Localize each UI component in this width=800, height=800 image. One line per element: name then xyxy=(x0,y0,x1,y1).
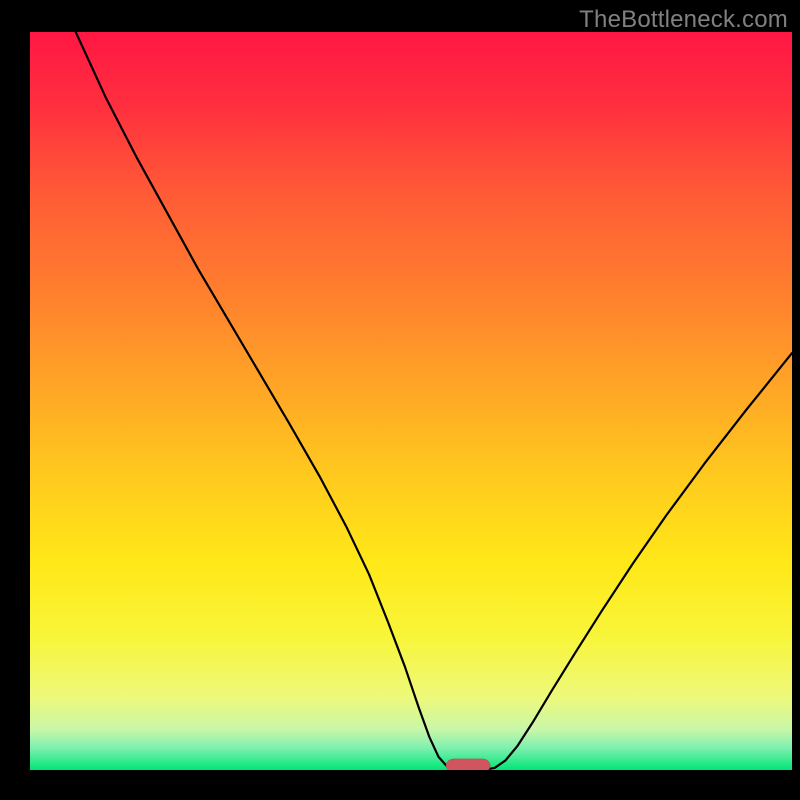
plot-area xyxy=(30,32,792,770)
optimal-marker xyxy=(446,759,490,770)
watermark-text: TheBottleneck.com xyxy=(579,6,788,34)
plot-svg xyxy=(30,32,792,770)
gradient-background xyxy=(30,32,792,770)
bottleneck-chart: TheBottleneck.com xyxy=(0,0,800,800)
